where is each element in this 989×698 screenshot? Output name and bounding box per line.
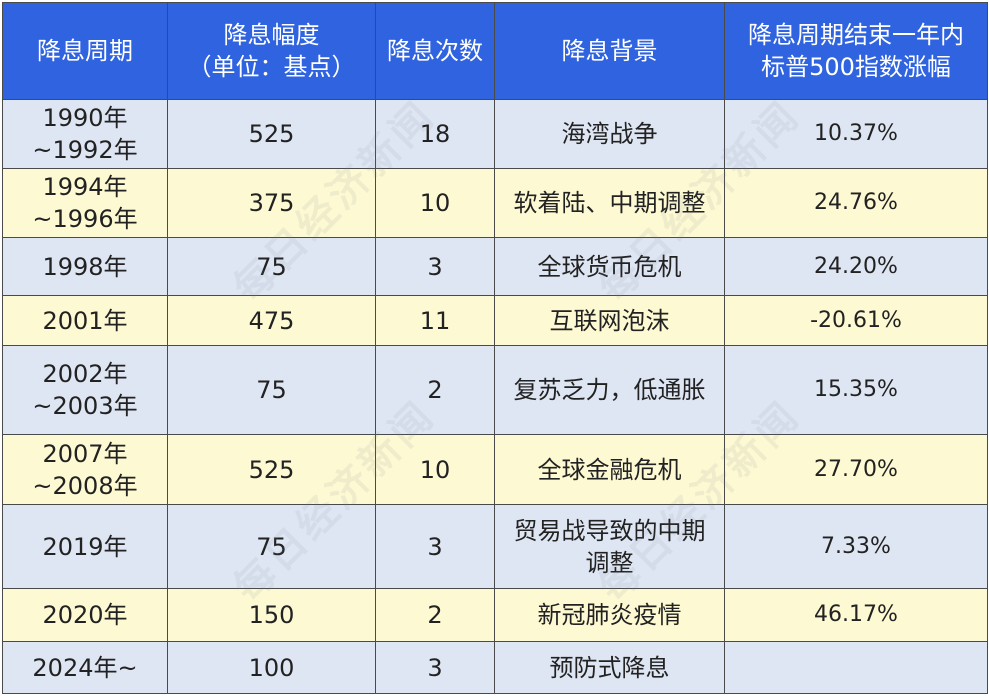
cell-sp500: 24.20% <box>724 237 988 296</box>
table-header-row: 降息周期 降息幅度 （单位：基点） 降息次数 降息背景 降息周期结束一年内 标普… <box>2 2 988 100</box>
cell-sp500: 46.17% <box>724 588 988 642</box>
cell-sp500: 27.70% <box>724 434 988 505</box>
cell-bps: 75 <box>167 504 376 589</box>
cell-background: 新冠肺炎疫情 <box>494 588 725 642</box>
cell-bps: 525 <box>167 434 376 505</box>
cell-bps: 75 <box>167 345 376 435</box>
cell-period: 2007年 ~2008年 <box>2 434 168 505</box>
cell-bps: 150 <box>167 588 376 642</box>
cell-background: 全球货币危机 <box>494 237 725 296</box>
header-period: 降息周期 <box>2 2 168 100</box>
header-background: 降息背景 <box>494 2 725 100</box>
cell-count: 3 <box>375 641 495 694</box>
table-row: 2002年 ~2003年 75 2 复苏乏力，低通胀 15.35% <box>2 345 988 435</box>
table-row: 1998年 75 3 全球货币危机 24.20% <box>2 237 988 296</box>
cell-count: 10 <box>375 168 495 238</box>
cell-sp500: 7.33% <box>724 504 988 589</box>
table-row: 1990年 ~1992年 525 18 海湾战争 10.37% <box>2 99 988 169</box>
cell-bps: 375 <box>167 168 376 238</box>
cell-count: 18 <box>375 99 495 169</box>
cell-bps: 100 <box>167 641 376 694</box>
table-row: 2020年 150 2 新冠肺炎疫情 46.17% <box>2 588 988 642</box>
cell-background: 互联网泡沫 <box>494 295 725 346</box>
cell-count: 3 <box>375 237 495 296</box>
cell-sp500: -20.61% <box>724 295 988 346</box>
cell-count: 11 <box>375 295 495 346</box>
cell-background: 复苏乏力，低通胀 <box>494 345 725 435</box>
cell-count: 2 <box>375 345 495 435</box>
cell-period: 1998年 <box>2 237 168 296</box>
cell-bps: 525 <box>167 99 376 169</box>
cell-period: 1994年 ~1996年 <box>2 168 168 238</box>
table-row: 2024年~ 100 3 预防式降息 <box>2 641 988 694</box>
cell-background: 贸易战导致的中期 调整 <box>494 504 725 589</box>
cell-period: 2001年 <box>2 295 168 346</box>
table-row: 2007年 ~2008年 525 10 全球金融危机 27.70% <box>2 434 988 505</box>
cell-period: 2020年 <box>2 588 168 642</box>
cell-count: 2 <box>375 588 495 642</box>
header-count: 降息次数 <box>375 2 495 100</box>
cell-sp500: 15.35% <box>724 345 988 435</box>
cell-count: 10 <box>375 434 495 505</box>
cell-background: 预防式降息 <box>494 641 725 694</box>
table-row: 1994年 ~1996年 375 10 软着陆、中期调整 24.76% <box>2 168 988 238</box>
cell-bps: 75 <box>167 237 376 296</box>
cell-sp500 <box>724 641 988 694</box>
cell-period: 1990年 ~1992年 <box>2 99 168 169</box>
cell-count: 3 <box>375 504 495 589</box>
header-sp500: 降息周期结束一年内 标普500指数涨幅 <box>724 2 988 100</box>
header-bps: 降息幅度 （单位：基点） <box>167 2 376 100</box>
cell-background: 软着陆、中期调整 <box>494 168 725 238</box>
cell-sp500: 10.37% <box>724 99 988 169</box>
cell-period: 2002年 ~2003年 <box>2 345 168 435</box>
cell-background: 海湾战争 <box>494 99 725 169</box>
table-row: 2001年 475 11 互联网泡沫 -20.61% <box>2 295 988 346</box>
cell-sp500: 24.76% <box>724 168 988 238</box>
table-row: 2019年 75 3 贸易战导致的中期 调整 7.33% <box>2 504 988 589</box>
cell-period: 2019年 <box>2 504 168 589</box>
cell-background: 全球金融危机 <box>494 434 725 505</box>
cell-period: 2024年~ <box>2 641 168 694</box>
cell-bps: 475 <box>167 295 376 346</box>
